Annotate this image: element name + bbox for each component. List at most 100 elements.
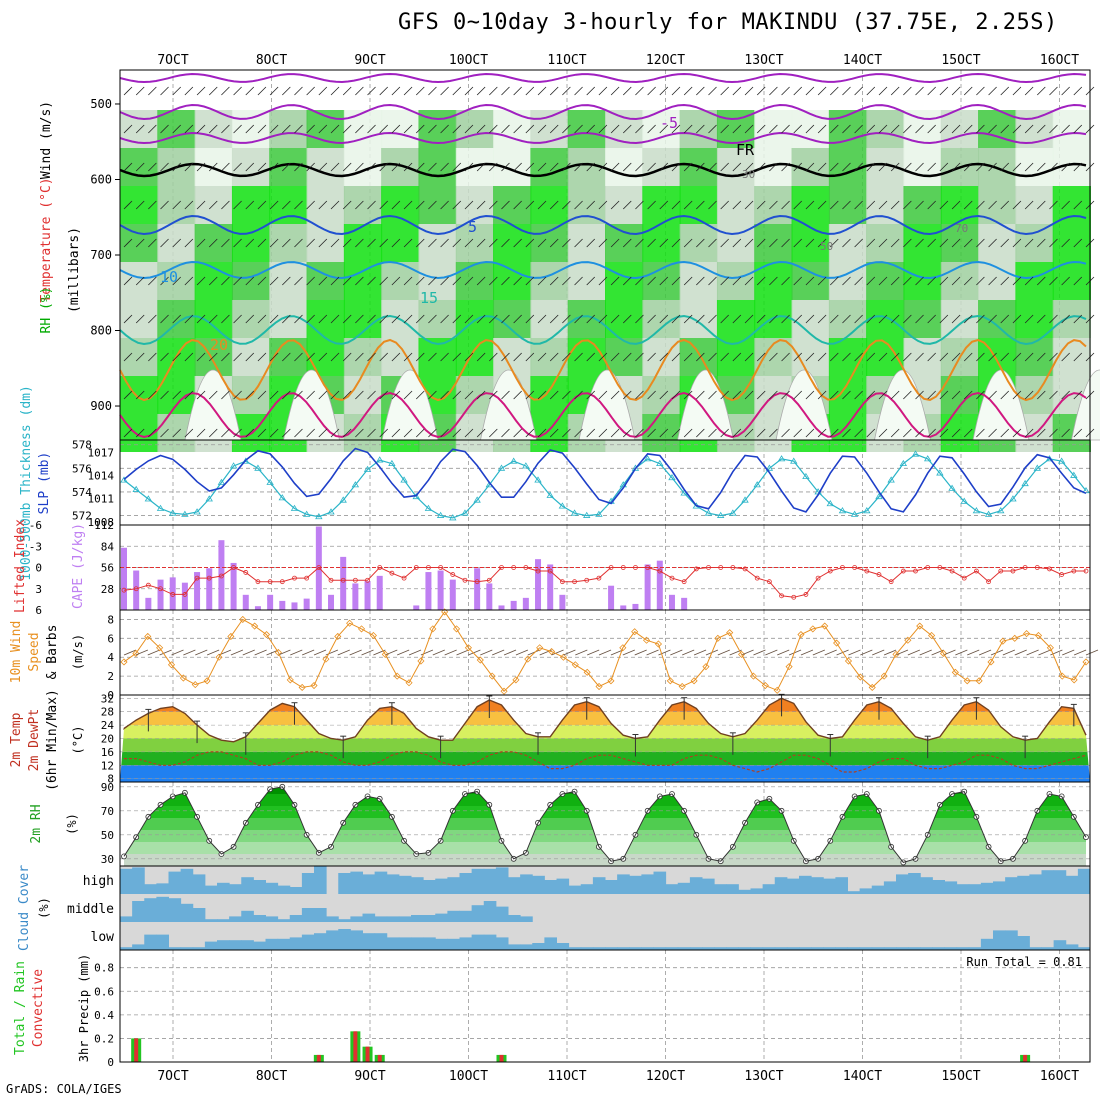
cloud-bar <box>217 883 230 894</box>
cloud-bar <box>241 911 254 922</box>
cloud-bar <box>120 869 133 894</box>
cloud-bar <box>144 898 157 922</box>
rh-cell <box>866 300 904 338</box>
cloud-bar <box>654 872 667 894</box>
rh-cell <box>418 148 456 186</box>
cloud-bar <box>302 908 315 922</box>
rh-band <box>120 854 1090 866</box>
cape-bar <box>231 563 237 610</box>
cloud-bar <box>253 880 266 894</box>
isotherm-label: 10 <box>160 268 178 286</box>
wind-barb <box>528 650 540 655</box>
wind-axis-label: 10m Wind <box>9 621 24 684</box>
wind-axis-label: Speed <box>27 632 42 671</box>
rh-cell <box>642 414 680 452</box>
cape-bar <box>328 595 334 610</box>
slp-tick-label: 1014 <box>88 470 115 483</box>
thickness-line <box>124 454 1086 518</box>
precip-tick-label: 0.6 <box>94 985 114 998</box>
cloud-bar <box>399 876 412 894</box>
wind-barb <box>514 87 522 95</box>
date-label-bottom: 15OCT <box>941 1069 980 1084</box>
wind-barb <box>338 650 350 655</box>
wind-barb <box>350 650 362 655</box>
rh-cell <box>568 224 606 262</box>
wind-barb <box>672 87 680 95</box>
rh-labels: 2m RH(%) <box>29 804 79 843</box>
y-tick-label: 500 <box>90 97 112 111</box>
cloud-bar <box>156 935 169 950</box>
cloud-bar <box>484 901 497 922</box>
wind-barb <box>721 87 729 95</box>
cloud-bar <box>181 904 194 922</box>
temp-axis-label: 2m Temp <box>9 712 24 767</box>
cloud-bar <box>363 933 376 950</box>
rh-cell <box>1015 148 1053 186</box>
cape-bar <box>291 602 297 610</box>
temp-band <box>120 695 1090 698</box>
precip-tick-label: 0 <box>107 1056 114 1069</box>
wind-barb <box>745 87 753 95</box>
cloud-bar <box>132 901 145 922</box>
wind-barb <box>940 87 948 95</box>
cloud-bar <box>411 915 424 922</box>
cloud-bar <box>848 891 861 894</box>
cape-bar <box>474 568 480 610</box>
rh-cell <box>530 148 568 186</box>
wind-barb <box>777 650 789 655</box>
date-label-bottom: 16OCT <box>1040 1069 1079 1084</box>
cloud-bar <box>217 940 230 950</box>
cloud-bar <box>387 937 400 950</box>
rh-cell <box>381 262 419 300</box>
rh-cell <box>642 148 680 186</box>
cape-bar <box>206 568 212 610</box>
isotherm-label: -5 <box>660 114 678 132</box>
wind-barb <box>282 87 290 95</box>
cloud-bar <box>241 940 254 950</box>
rh-tick-label: 90 <box>101 781 114 794</box>
wind-barb <box>920 650 932 655</box>
pressure-label: (millibars) <box>67 227 82 313</box>
wind-barb <box>195 650 207 655</box>
cloud-bar <box>1005 877 1018 894</box>
wind-barb <box>599 87 607 95</box>
cloud-bar <box>484 869 497 894</box>
rh-cell <box>568 338 606 376</box>
cloud-bar <box>326 916 339 922</box>
date-label-bottom: 8OCT <box>256 1069 287 1084</box>
rh-contour-label: 50 <box>820 240 833 253</box>
precip-conv-bar <box>134 1038 138 1062</box>
wind-barb <box>307 87 315 95</box>
y-tick-label: 700 <box>90 248 112 262</box>
wind-barb <box>647 650 659 655</box>
cloud-bar <box>460 911 473 922</box>
temp-band <box>120 725 1090 738</box>
cloud-bar <box>169 872 182 894</box>
wind-barb <box>290 650 302 655</box>
wind-barb <box>258 87 266 95</box>
rh-tick-label: 70 <box>101 805 114 818</box>
wind-barb <box>718 650 730 655</box>
wind-tick-label: 4 <box>107 651 114 664</box>
cloud-bar <box>532 876 545 894</box>
cape-bar <box>669 595 675 610</box>
cloud-bar <box>156 897 169 922</box>
cloud-bar <box>508 877 521 894</box>
wind-barb <box>221 87 229 95</box>
isotherm-label: 5 <box>468 218 477 236</box>
cape-bar <box>438 571 444 610</box>
rh-cell <box>978 300 1016 338</box>
cloud-bar <box>508 915 521 922</box>
wind-barb <box>891 87 899 95</box>
wind-barb <box>504 650 516 655</box>
cloud-bar <box>241 877 254 894</box>
cape-bar <box>340 557 346 610</box>
rh-cell <box>307 148 345 186</box>
wind-barb <box>794 87 802 95</box>
minmax-axis-label: (6hr Min/Max) <box>45 689 60 791</box>
wind-barb <box>648 87 656 95</box>
cloud-bar <box>532 943 545 950</box>
cape-bar <box>279 601 285 610</box>
cloud-bar <box>350 872 363 894</box>
